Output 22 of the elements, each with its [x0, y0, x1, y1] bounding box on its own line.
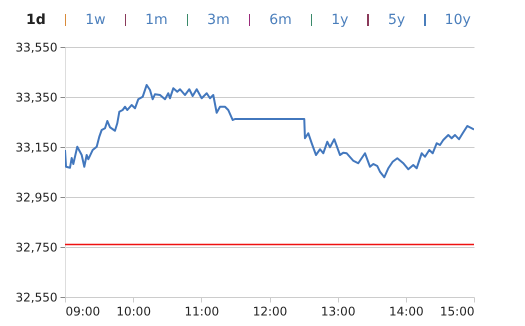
text: 3m — [207, 12, 230, 28]
text: 1y — [331, 12, 348, 28]
text: 1d — [26, 12, 46, 28]
text: 10y — [444, 12, 471, 28]
text: 5y — [388, 12, 406, 28]
line-series — [65, 84, 474, 178]
x-tick-label: 11:00 — [184, 304, 220, 318]
x-tick-label: 14:00 — [389, 304, 424, 318]
x-tick-label: 15:00 — [440, 304, 474, 318]
x-tick-label: 09:00 — [66, 304, 100, 318]
y-tick-label: 32,750 — [16, 240, 58, 254]
y-tick-label: 33,550 — [16, 40, 58, 54]
y-tick-label: 33,350 — [16, 90, 58, 104]
y-tick-label: 33,150 — [16, 140, 58, 154]
text: 1w — [85, 12, 106, 28]
x-tick-label: 13:00 — [320, 304, 356, 318]
text: 1m — [145, 12, 168, 28]
text: 6m — [269, 12, 292, 28]
y-tick-label: 32,550 — [16, 290, 58, 304]
x-tick-label: 10:00 — [116, 304, 151, 318]
x-tick-label: 12:00 — [252, 304, 288, 318]
y-tick-label: 32,950 — [16, 190, 58, 204]
